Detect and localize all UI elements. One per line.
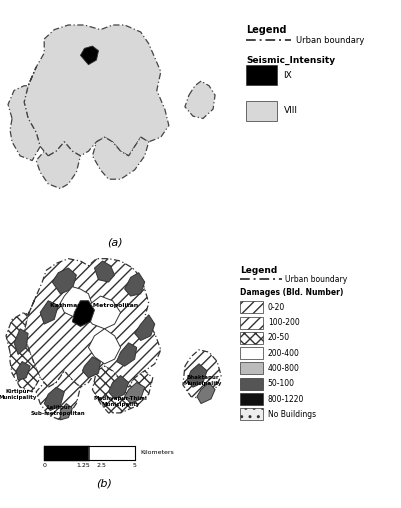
Bar xyxy=(240,378,262,390)
Text: 50-100: 50-100 xyxy=(267,379,294,388)
Polygon shape xyxy=(24,25,168,156)
Polygon shape xyxy=(92,366,152,413)
Polygon shape xyxy=(8,67,40,161)
Text: No Buildings: No Buildings xyxy=(267,410,315,419)
Text: Seismic_Intensity: Seismic_Intensity xyxy=(245,56,334,65)
Text: Urban boundary: Urban boundary xyxy=(285,275,347,284)
Polygon shape xyxy=(44,387,64,410)
Text: Kirtipur
Municipality: Kirtipur Municipality xyxy=(0,389,37,400)
Polygon shape xyxy=(6,296,40,392)
Text: 100-200: 100-200 xyxy=(267,318,299,327)
Polygon shape xyxy=(84,296,120,329)
Text: 2.5: 2.5 xyxy=(96,463,106,468)
Bar xyxy=(240,301,262,313)
Text: 1.25: 1.25 xyxy=(76,463,90,468)
Text: Madhyapur-Thimi
Municipality: Madhyapur-Thimi Municipality xyxy=(93,396,147,406)
Polygon shape xyxy=(24,259,160,387)
Polygon shape xyxy=(40,301,58,324)
Bar xyxy=(240,363,262,374)
Bar xyxy=(240,332,262,344)
Polygon shape xyxy=(16,362,30,380)
Text: Legend: Legend xyxy=(245,25,286,35)
Text: 0: 0 xyxy=(42,463,46,468)
Bar xyxy=(245,65,277,85)
Polygon shape xyxy=(182,350,221,399)
Polygon shape xyxy=(82,357,100,378)
Bar xyxy=(240,316,262,329)
Polygon shape xyxy=(116,343,136,366)
Text: 800-1220: 800-1220 xyxy=(267,395,303,404)
Polygon shape xyxy=(88,329,120,364)
Text: Bhaktapur
Municipality: Bhaktapur Municipality xyxy=(183,375,222,386)
Polygon shape xyxy=(52,268,76,294)
Text: Lalitpur
Sub-metropolitan: Lalitpur Sub-metropolitan xyxy=(31,405,85,416)
Polygon shape xyxy=(60,287,92,317)
Polygon shape xyxy=(80,46,98,65)
Text: 200-400: 200-400 xyxy=(267,349,299,358)
Polygon shape xyxy=(134,315,154,340)
Polygon shape xyxy=(124,273,144,296)
Text: 20-50: 20-50 xyxy=(267,333,289,342)
Polygon shape xyxy=(196,383,215,403)
Polygon shape xyxy=(108,375,128,399)
Polygon shape xyxy=(124,383,144,403)
Polygon shape xyxy=(36,142,80,188)
Bar xyxy=(245,101,277,121)
Polygon shape xyxy=(186,364,207,387)
Text: Kathmandu Metropolitan: Kathmandu Metropolitan xyxy=(50,303,138,308)
Text: Damages (Bld. Number): Damages (Bld. Number) xyxy=(240,288,343,297)
Polygon shape xyxy=(94,261,114,282)
Text: 5: 5 xyxy=(132,463,136,468)
Text: (b): (b) xyxy=(96,478,112,488)
Polygon shape xyxy=(92,137,148,179)
Text: VIII: VIII xyxy=(283,106,297,115)
Text: IX: IX xyxy=(283,71,292,80)
Polygon shape xyxy=(36,371,80,420)
Text: Legend: Legend xyxy=(240,266,277,275)
Text: (a): (a) xyxy=(107,237,122,247)
Text: Urban boundary: Urban boundary xyxy=(295,36,364,45)
Bar xyxy=(240,347,262,359)
Bar xyxy=(240,393,262,405)
Bar xyxy=(240,408,262,420)
Text: Kilometers: Kilometers xyxy=(140,450,174,455)
Polygon shape xyxy=(184,81,215,118)
Polygon shape xyxy=(14,329,28,355)
Polygon shape xyxy=(60,403,72,420)
Text: 400-800: 400-800 xyxy=(267,364,299,373)
Text: 0-20: 0-20 xyxy=(267,303,284,312)
Polygon shape xyxy=(72,301,94,327)
